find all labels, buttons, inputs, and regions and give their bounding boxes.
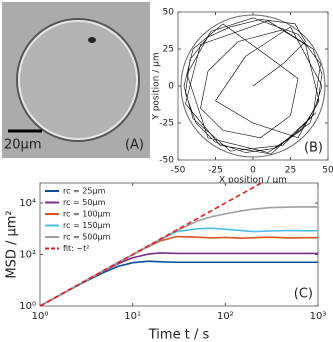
x-tick-label: -50 (171, 166, 186, 176)
boundary-circle (180, 14, 326, 158)
particle (88, 37, 96, 43)
x-axis-label: X position / μm (219, 176, 287, 186)
y-tick-label: 10⁴ (19, 198, 36, 209)
vesicle-outline (16, 18, 140, 142)
legend-label: rc = 150μm (63, 221, 111, 230)
y-axis-label: Y position / μm (152, 52, 162, 120)
x-tick-label: 10³ (310, 311, 327, 322)
legend-label: rc = 100μm (63, 210, 111, 219)
y-tick-label: -25 (159, 119, 174, 129)
panel-label: (B) (304, 141, 323, 156)
x-tick-label: 10² (217, 311, 234, 322)
y-tick-label: 25 (163, 45, 174, 55)
legend-label: rc = 25μm (63, 187, 106, 196)
x-tick-label: 10¹ (124, 311, 141, 322)
y-tick-label: 50 (163, 8, 175, 18)
x-tick-label: -25 (208, 166, 223, 176)
vesicle-halo (18, 20, 138, 140)
x-tick-label: 0 (250, 166, 256, 176)
panel-label: (C) (294, 287, 313, 302)
y-tick-label: 10² (19, 250, 36, 261)
plot-area (39, 182, 319, 307)
x-tick-label: 25 (285, 166, 296, 176)
data-line (183, 17, 323, 155)
legend-label: rc = 500μm (63, 233, 111, 242)
data-line (40, 183, 263, 306)
x-tick-label: 50 (322, 166, 333, 176)
x-tick-label: 10⁰ (32, 311, 49, 322)
y-tick-label: 0 (168, 82, 174, 92)
scale-label: 20μm (4, 138, 41, 153)
y-axis-label: MSD / μm² (5, 210, 20, 278)
y-tick-label: -50 (159, 156, 174, 166)
x-axis-label: Time t / s (148, 328, 210, 342)
image-panel: 20μm (A) (2, 2, 150, 158)
legend-label: rc = 50μm (63, 198, 106, 207)
y-tick-label: 10⁰ (19, 301, 36, 312)
legend-label: fit: ~t² (63, 244, 89, 253)
panel-label: (A) (125, 138, 144, 153)
